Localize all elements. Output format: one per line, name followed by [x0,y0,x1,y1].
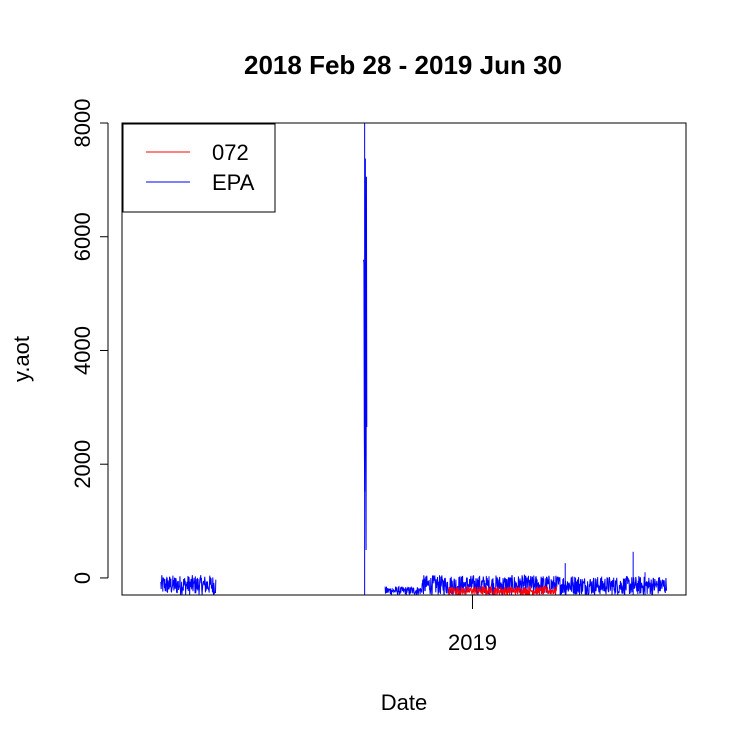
y-tick-label: 8000 [70,99,95,148]
y-tick-label: 2000 [70,440,95,489]
legend: 072 EPA [122,123,276,213]
data-layer [160,123,668,595]
legend-box [122,123,276,213]
y-axis-label: y.aot [9,336,34,382]
legend-label-epa: EPA [212,170,255,195]
plot-frame [121,122,687,596]
chart-title: 2018 Feb 28 - 2019 Jun 30 [244,50,562,80]
series-line-epa [384,585,423,595]
y-tick-label: 4000 [70,326,95,375]
legend-label-072: 072 [212,140,249,165]
series-line-epa [363,158,368,551]
series-line-epa [578,575,668,595]
y-axis: 0 2000 4000 6000 8000 [70,99,109,584]
series-line-epa [160,575,217,595]
x-axis: 2019 [448,595,497,655]
x-tick-label: 2019 [448,630,497,655]
y-tick-label: 0 [70,572,95,584]
series-line-072 [448,585,558,595]
y-tick-label: 6000 [70,212,95,261]
x-axis-label: Date [381,690,427,715]
